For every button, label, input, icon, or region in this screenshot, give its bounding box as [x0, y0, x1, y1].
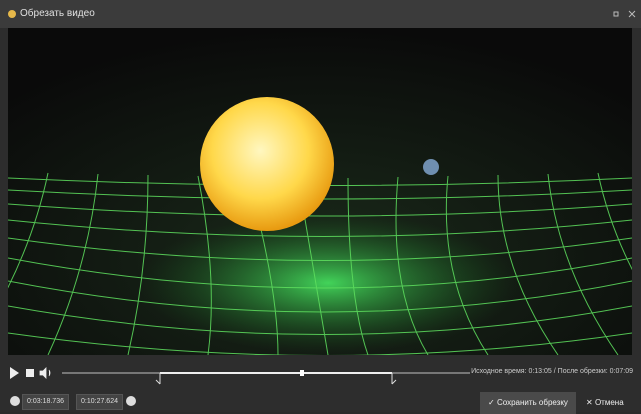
trimmed-time: 0:07:09: [609, 368, 633, 375]
start-icon[interactable]: [10, 396, 20, 406]
playback-controls[interactable]: [8, 364, 58, 382]
window-title: Обрезать видео: [20, 8, 95, 19]
end-icon[interactable]: [126, 396, 136, 406]
app-icon: [8, 10, 16, 18]
cancel-button[interactable]: ✕ Отмена: [586, 398, 624, 407]
trimmed-label: После обрезки:: [557, 368, 608, 375]
video-frame: [8, 28, 632, 355]
cancel-label: Отмена: [594, 398, 624, 407]
original-label: Исходное время:: [471, 368, 527, 375]
window-controls[interactable]: [612, 9, 638, 19]
end-time[interactable]: 0:10:27.624: [76, 394, 123, 410]
save-label: Сохранить обрезку: [496, 398, 568, 407]
separator: /: [553, 368, 556, 375]
timeline[interactable]: [60, 364, 474, 388]
save-button[interactable]: ✓ Сохранить обрезку: [480, 392, 576, 414]
duration-info: Исходное время: 0:13:05 / После обрезки:…: [471, 368, 633, 375]
original-time: 0:13:05: [528, 368, 552, 375]
start-time[interactable]: 0:03:18.736: [22, 394, 69, 410]
title-bar: [0, 0, 641, 28]
